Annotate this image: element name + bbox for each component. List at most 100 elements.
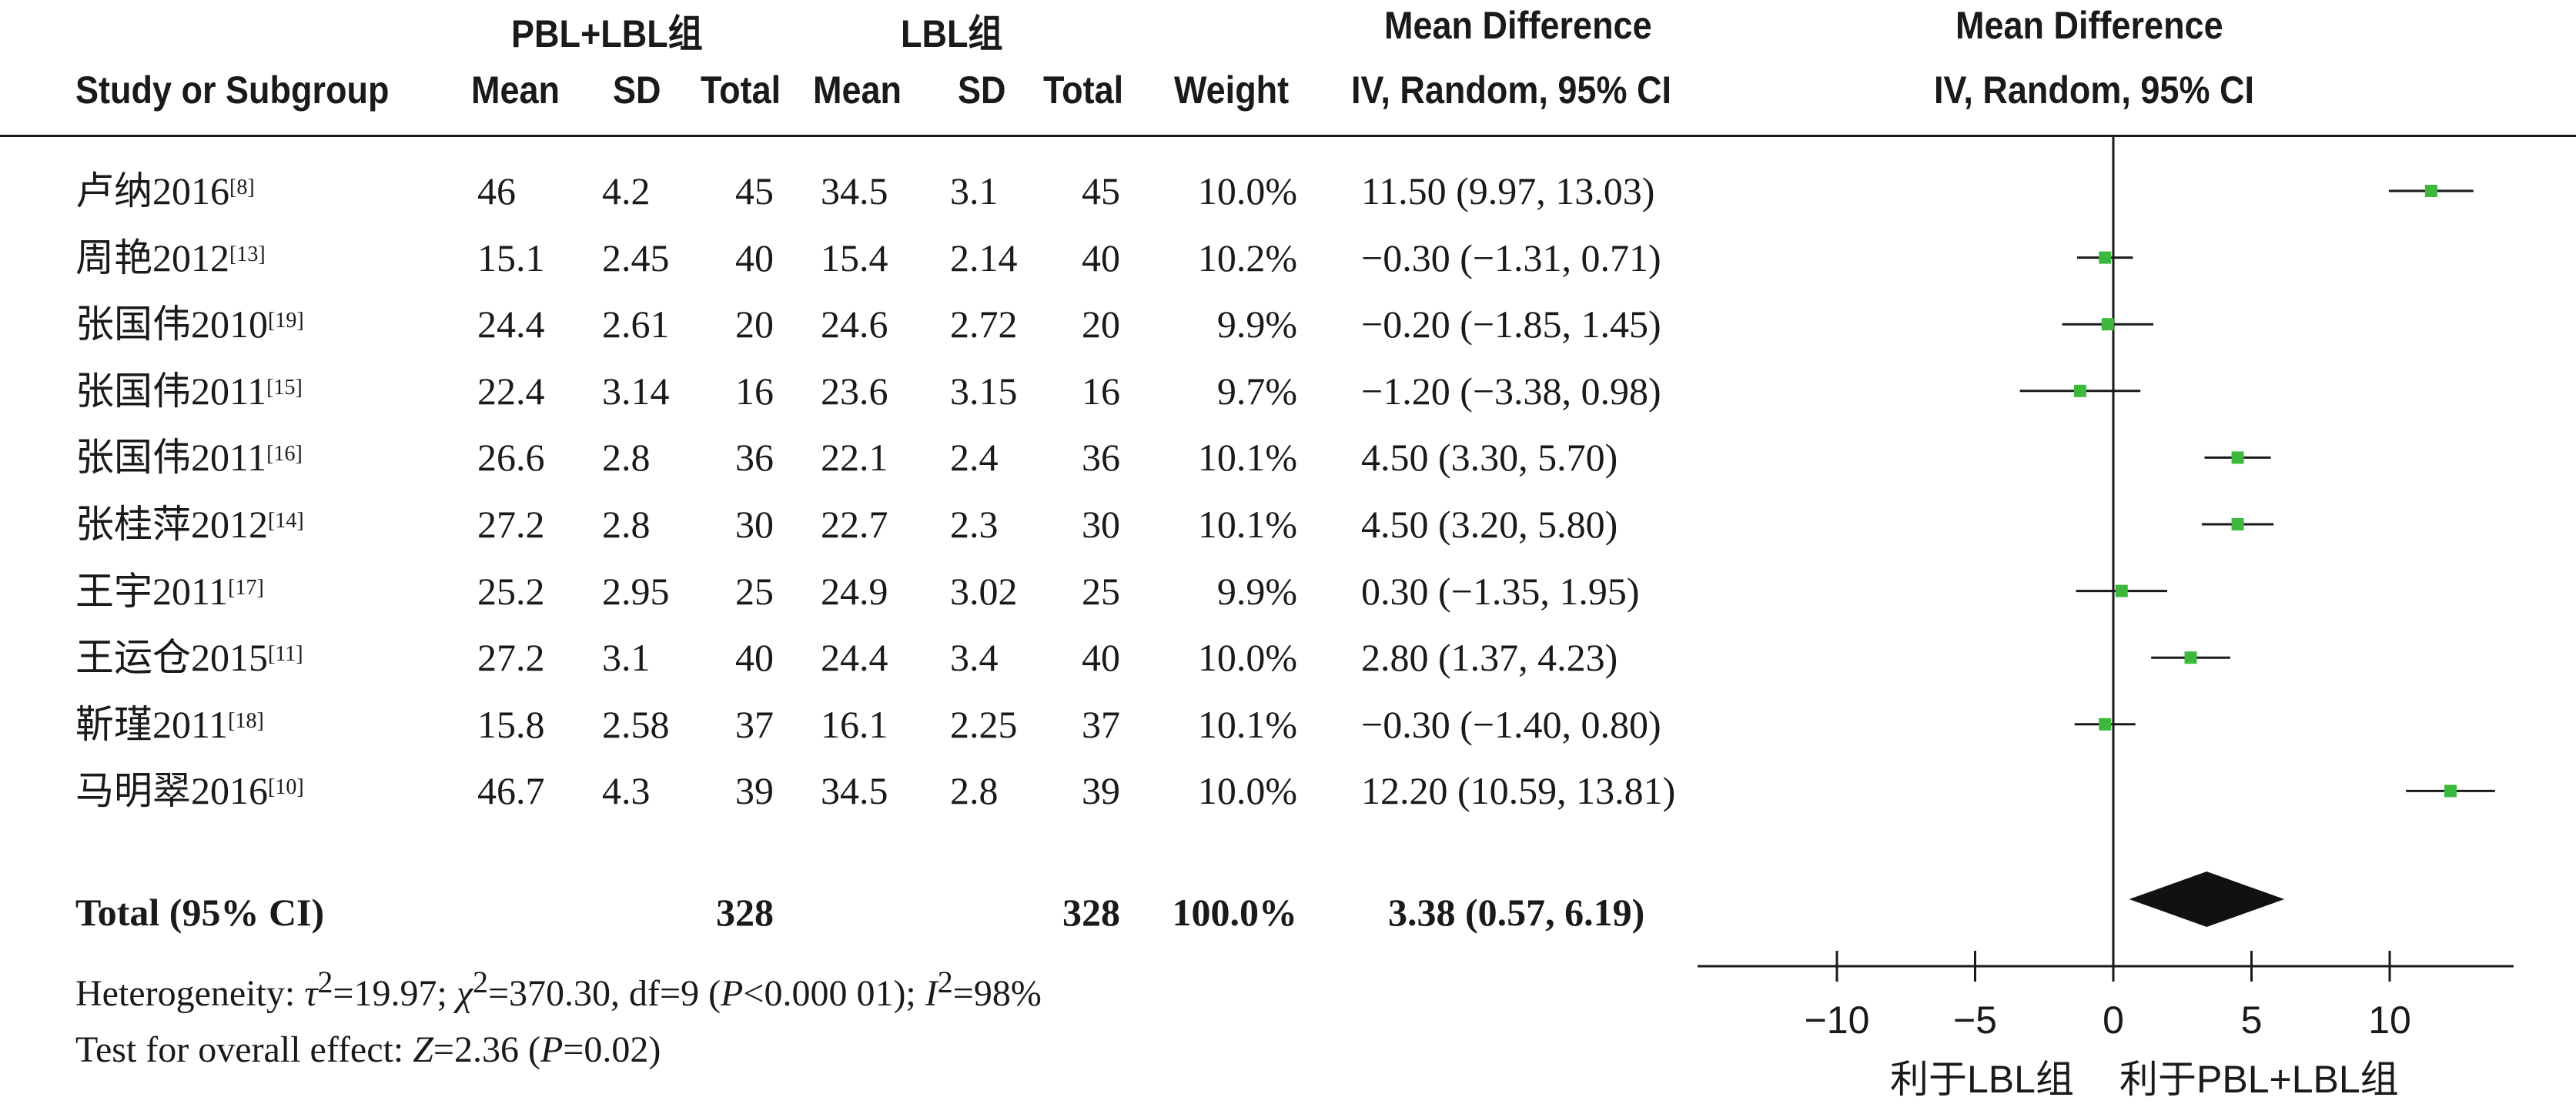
study-n2: 30 bbox=[1082, 503, 1120, 546]
study-n1: 39 bbox=[735, 769, 774, 813]
study-mean2: 16.1 bbox=[821, 702, 888, 746]
study-mean2: 24.9 bbox=[821, 569, 888, 613]
study-sd2: 2.8 bbox=[950, 769, 999, 813]
mean2-header: Mean bbox=[813, 69, 902, 112]
study-weight: 9.9% bbox=[1216, 569, 1297, 613]
study-mean1: 27.2 bbox=[477, 636, 545, 680]
sd1-header: SD bbox=[613, 69, 661, 112]
study-n1: 40 bbox=[735, 236, 774, 279]
study-sd1: 2.58 bbox=[602, 702, 670, 746]
point-estimate-marker bbox=[2115, 584, 2128, 597]
study-name: 王宇2011[17] bbox=[75, 569, 264, 613]
study-weight: 10.0% bbox=[1197, 169, 1297, 212]
study-ci: 11.50 (9.97, 13.03) bbox=[1361, 169, 1655, 212]
study-name: 周艳2012[13] bbox=[75, 236, 266, 279]
forest-header-line2: IV, Random, 95% CI bbox=[1934, 69, 2254, 112]
group2-header: LBL组 bbox=[901, 12, 1003, 55]
point-estimate-marker bbox=[2073, 384, 2086, 397]
study-header: Study or Subgroup bbox=[75, 69, 390, 112]
total-ci: 3.38 (0.57, 6.19) bbox=[1388, 891, 1645, 934]
study-n2: 20 bbox=[1082, 303, 1120, 346]
total1-header: Total bbox=[701, 69, 781, 112]
study-mean2: 24.6 bbox=[821, 303, 888, 346]
point-estimate-marker bbox=[2099, 718, 2112, 731]
mean1-header: Mean bbox=[471, 69, 560, 112]
study-ci: −0.20 (−1.85, 1.45) bbox=[1361, 303, 1661, 346]
study-sd2: 3.02 bbox=[950, 569, 1018, 613]
x-tick-label: −10 bbox=[1805, 999, 1870, 1042]
study-mean1: 26.6 bbox=[477, 436, 545, 480]
study-mean2: 24.4 bbox=[821, 636, 888, 680]
total2-header: Total bbox=[1043, 69, 1124, 112]
study-mean2: 22.1 bbox=[821, 436, 888, 480]
study-mean2: 15.4 bbox=[821, 236, 888, 279]
study-sd2: 2.25 bbox=[950, 702, 1018, 746]
study-n1: 40 bbox=[735, 636, 774, 680]
study-mean2: 34.5 bbox=[821, 169, 888, 212]
study-mean1: 24.4 bbox=[477, 303, 545, 346]
study-n1: 36 bbox=[735, 436, 774, 480]
study-ci: 2.80 (1.37, 4.23) bbox=[1361, 636, 1618, 680]
study-weight: 10.0% bbox=[1197, 636, 1297, 680]
x-tick-label: 5 bbox=[2241, 999, 2263, 1042]
study-mean1: 15.8 bbox=[477, 702, 545, 746]
study-n2: 36 bbox=[1082, 436, 1120, 480]
study-ci: −0.30 (−1.40, 0.80) bbox=[1361, 702, 1661, 746]
study-sd2: 3.15 bbox=[950, 369, 1018, 413]
study-ci: 4.50 (3.20, 5.80) bbox=[1361, 503, 1618, 546]
heterogeneity-note: Heterogeneity: τ2=19.97; χ2=370.30, df=9… bbox=[75, 965, 1042, 1014]
study-n2: 25 bbox=[1082, 569, 1120, 613]
study-weight: 10.2% bbox=[1197, 236, 1297, 279]
study-mean1: 15.1 bbox=[477, 236, 545, 279]
study-sd1: 3.1 bbox=[602, 636, 651, 680]
point-estimate-marker bbox=[2101, 318, 2114, 331]
study-weight: 10.1% bbox=[1197, 436, 1297, 480]
study-sd1: 2.61 bbox=[602, 303, 670, 346]
study-sd1: 3.14 bbox=[602, 369, 670, 413]
forest-header-line1: Mean Difference bbox=[1955, 4, 2223, 47]
study-sd2: 2.3 bbox=[950, 503, 999, 546]
study-name: 张国伟2010[19] bbox=[75, 303, 304, 346]
study-sd1: 2.45 bbox=[602, 236, 670, 279]
study-sd1: 2.8 bbox=[602, 503, 651, 546]
point-estimate-marker bbox=[2444, 785, 2457, 798]
total-label: Total (95% CI) bbox=[75, 891, 325, 934]
study-n2: 45 bbox=[1082, 169, 1120, 212]
group1-header: PBL+LBL组 bbox=[511, 12, 703, 55]
study-mean1: 25.2 bbox=[477, 569, 545, 613]
study-mean1: 46.7 bbox=[477, 769, 545, 813]
study-mean1: 27.2 bbox=[477, 503, 545, 546]
total-weight: 100.0% bbox=[1172, 891, 1298, 934]
x-tick-label: 0 bbox=[2103, 999, 2124, 1042]
study-sd1: 2.95 bbox=[602, 569, 670, 613]
study-name: 张桂萍2012[14] bbox=[75, 503, 304, 546]
study-name: 张国伟2011[16] bbox=[75, 436, 303, 480]
study-ci: 0.30 (−1.35, 1.95) bbox=[1361, 569, 1640, 613]
study-ci: −0.30 (−1.31, 0.71) bbox=[1361, 236, 1661, 279]
study-sd2: 3.4 bbox=[950, 636, 999, 680]
point-estimate-marker bbox=[2099, 251, 2112, 264]
header-rule bbox=[0, 135, 2576, 137]
study-weight: 9.7% bbox=[1216, 369, 1297, 413]
study-name: 张国伟2011[15] bbox=[75, 369, 303, 413]
md-header-line2: IV, Random, 95% CI bbox=[1351, 69, 1671, 112]
study-ci: 12.20 (10.59, 13.81) bbox=[1361, 769, 1676, 813]
point-estimate-marker bbox=[2424, 185, 2437, 197]
total-n1: 328 bbox=[716, 891, 774, 934]
study-weight: 9.9% bbox=[1216, 303, 1297, 346]
study-n1: 25 bbox=[735, 569, 774, 613]
study-sd2: 2.4 bbox=[950, 436, 999, 480]
favours-left-label: 利于LBL组 bbox=[1890, 1058, 2074, 1101]
overall-effect-note: Test for overall effect: Z=2.36 (P=0.02) bbox=[75, 1029, 661, 1070]
study-n2: 16 bbox=[1082, 369, 1120, 413]
point-estimate-marker bbox=[2231, 518, 2244, 530]
study-n2: 40 bbox=[1082, 236, 1120, 279]
study-mean2: 23.6 bbox=[821, 369, 888, 413]
study-sd2: 2.72 bbox=[950, 303, 1018, 346]
study-sd1: 4.2 bbox=[602, 169, 651, 212]
study-sd1: 2.8 bbox=[602, 436, 651, 480]
study-weight: 10.0% bbox=[1197, 769, 1297, 813]
study-n1: 30 bbox=[735, 503, 774, 546]
study-sd2: 2.14 bbox=[950, 236, 1018, 279]
